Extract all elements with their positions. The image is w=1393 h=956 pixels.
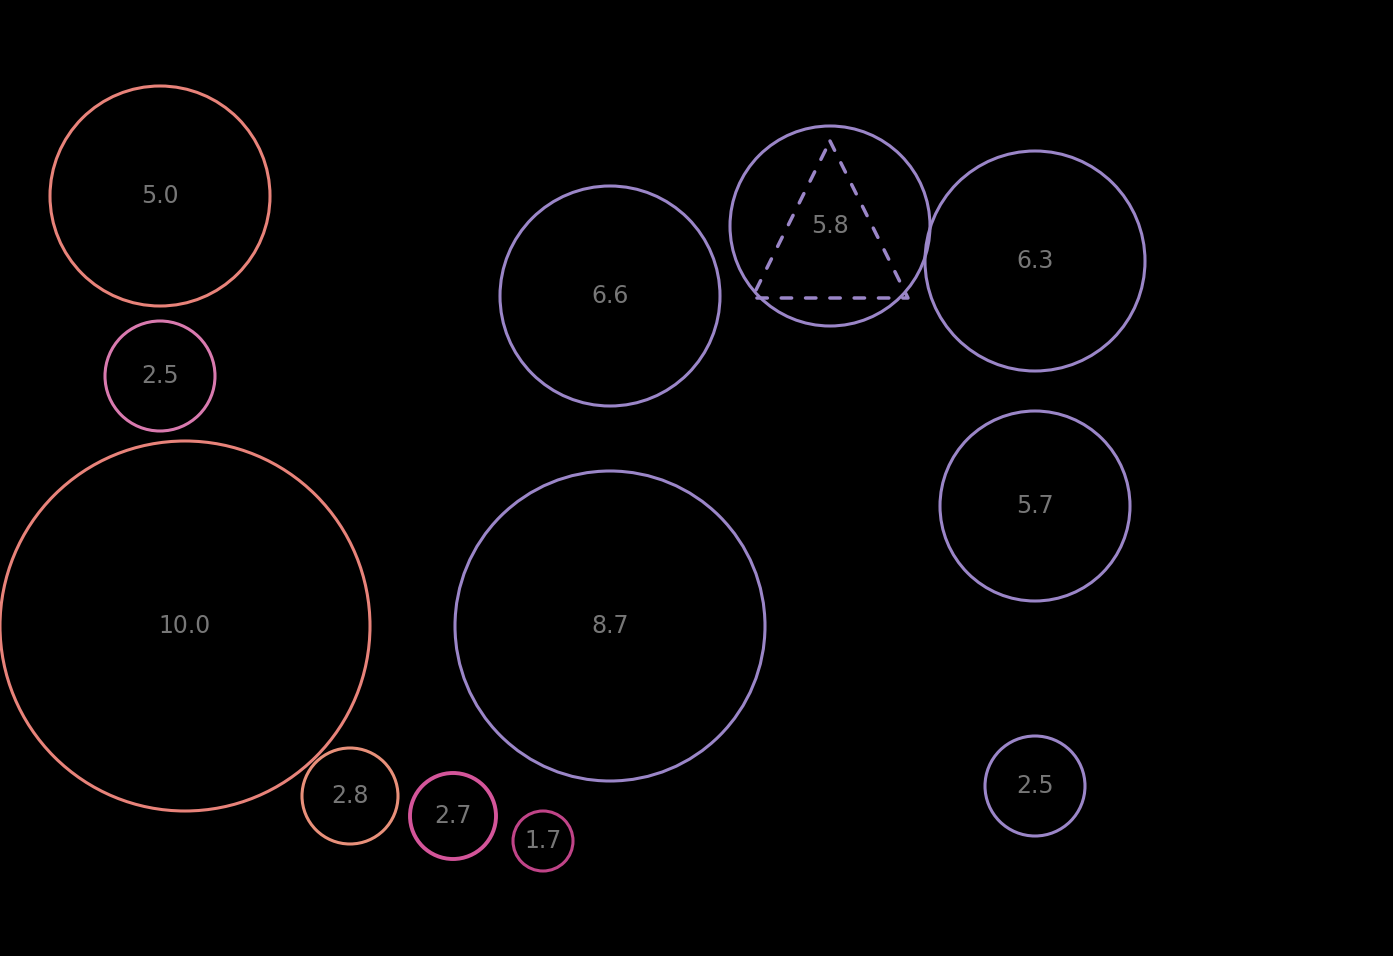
Text: 6.3: 6.3 [1017, 249, 1053, 273]
Text: 5.0: 5.0 [141, 184, 178, 208]
Text: 5.7: 5.7 [1015, 494, 1055, 518]
Text: 2.5: 2.5 [1015, 774, 1055, 798]
Text: 10.0: 10.0 [159, 614, 212, 638]
Text: 2.5: 2.5 [141, 364, 178, 388]
Text: 2.7: 2.7 [435, 804, 472, 828]
Text: 5.8: 5.8 [811, 214, 848, 238]
Text: 8.7: 8.7 [591, 614, 628, 638]
Text: 6.6: 6.6 [591, 284, 628, 308]
Text: 1.7: 1.7 [524, 829, 561, 853]
Text: 2.8: 2.8 [332, 784, 369, 808]
